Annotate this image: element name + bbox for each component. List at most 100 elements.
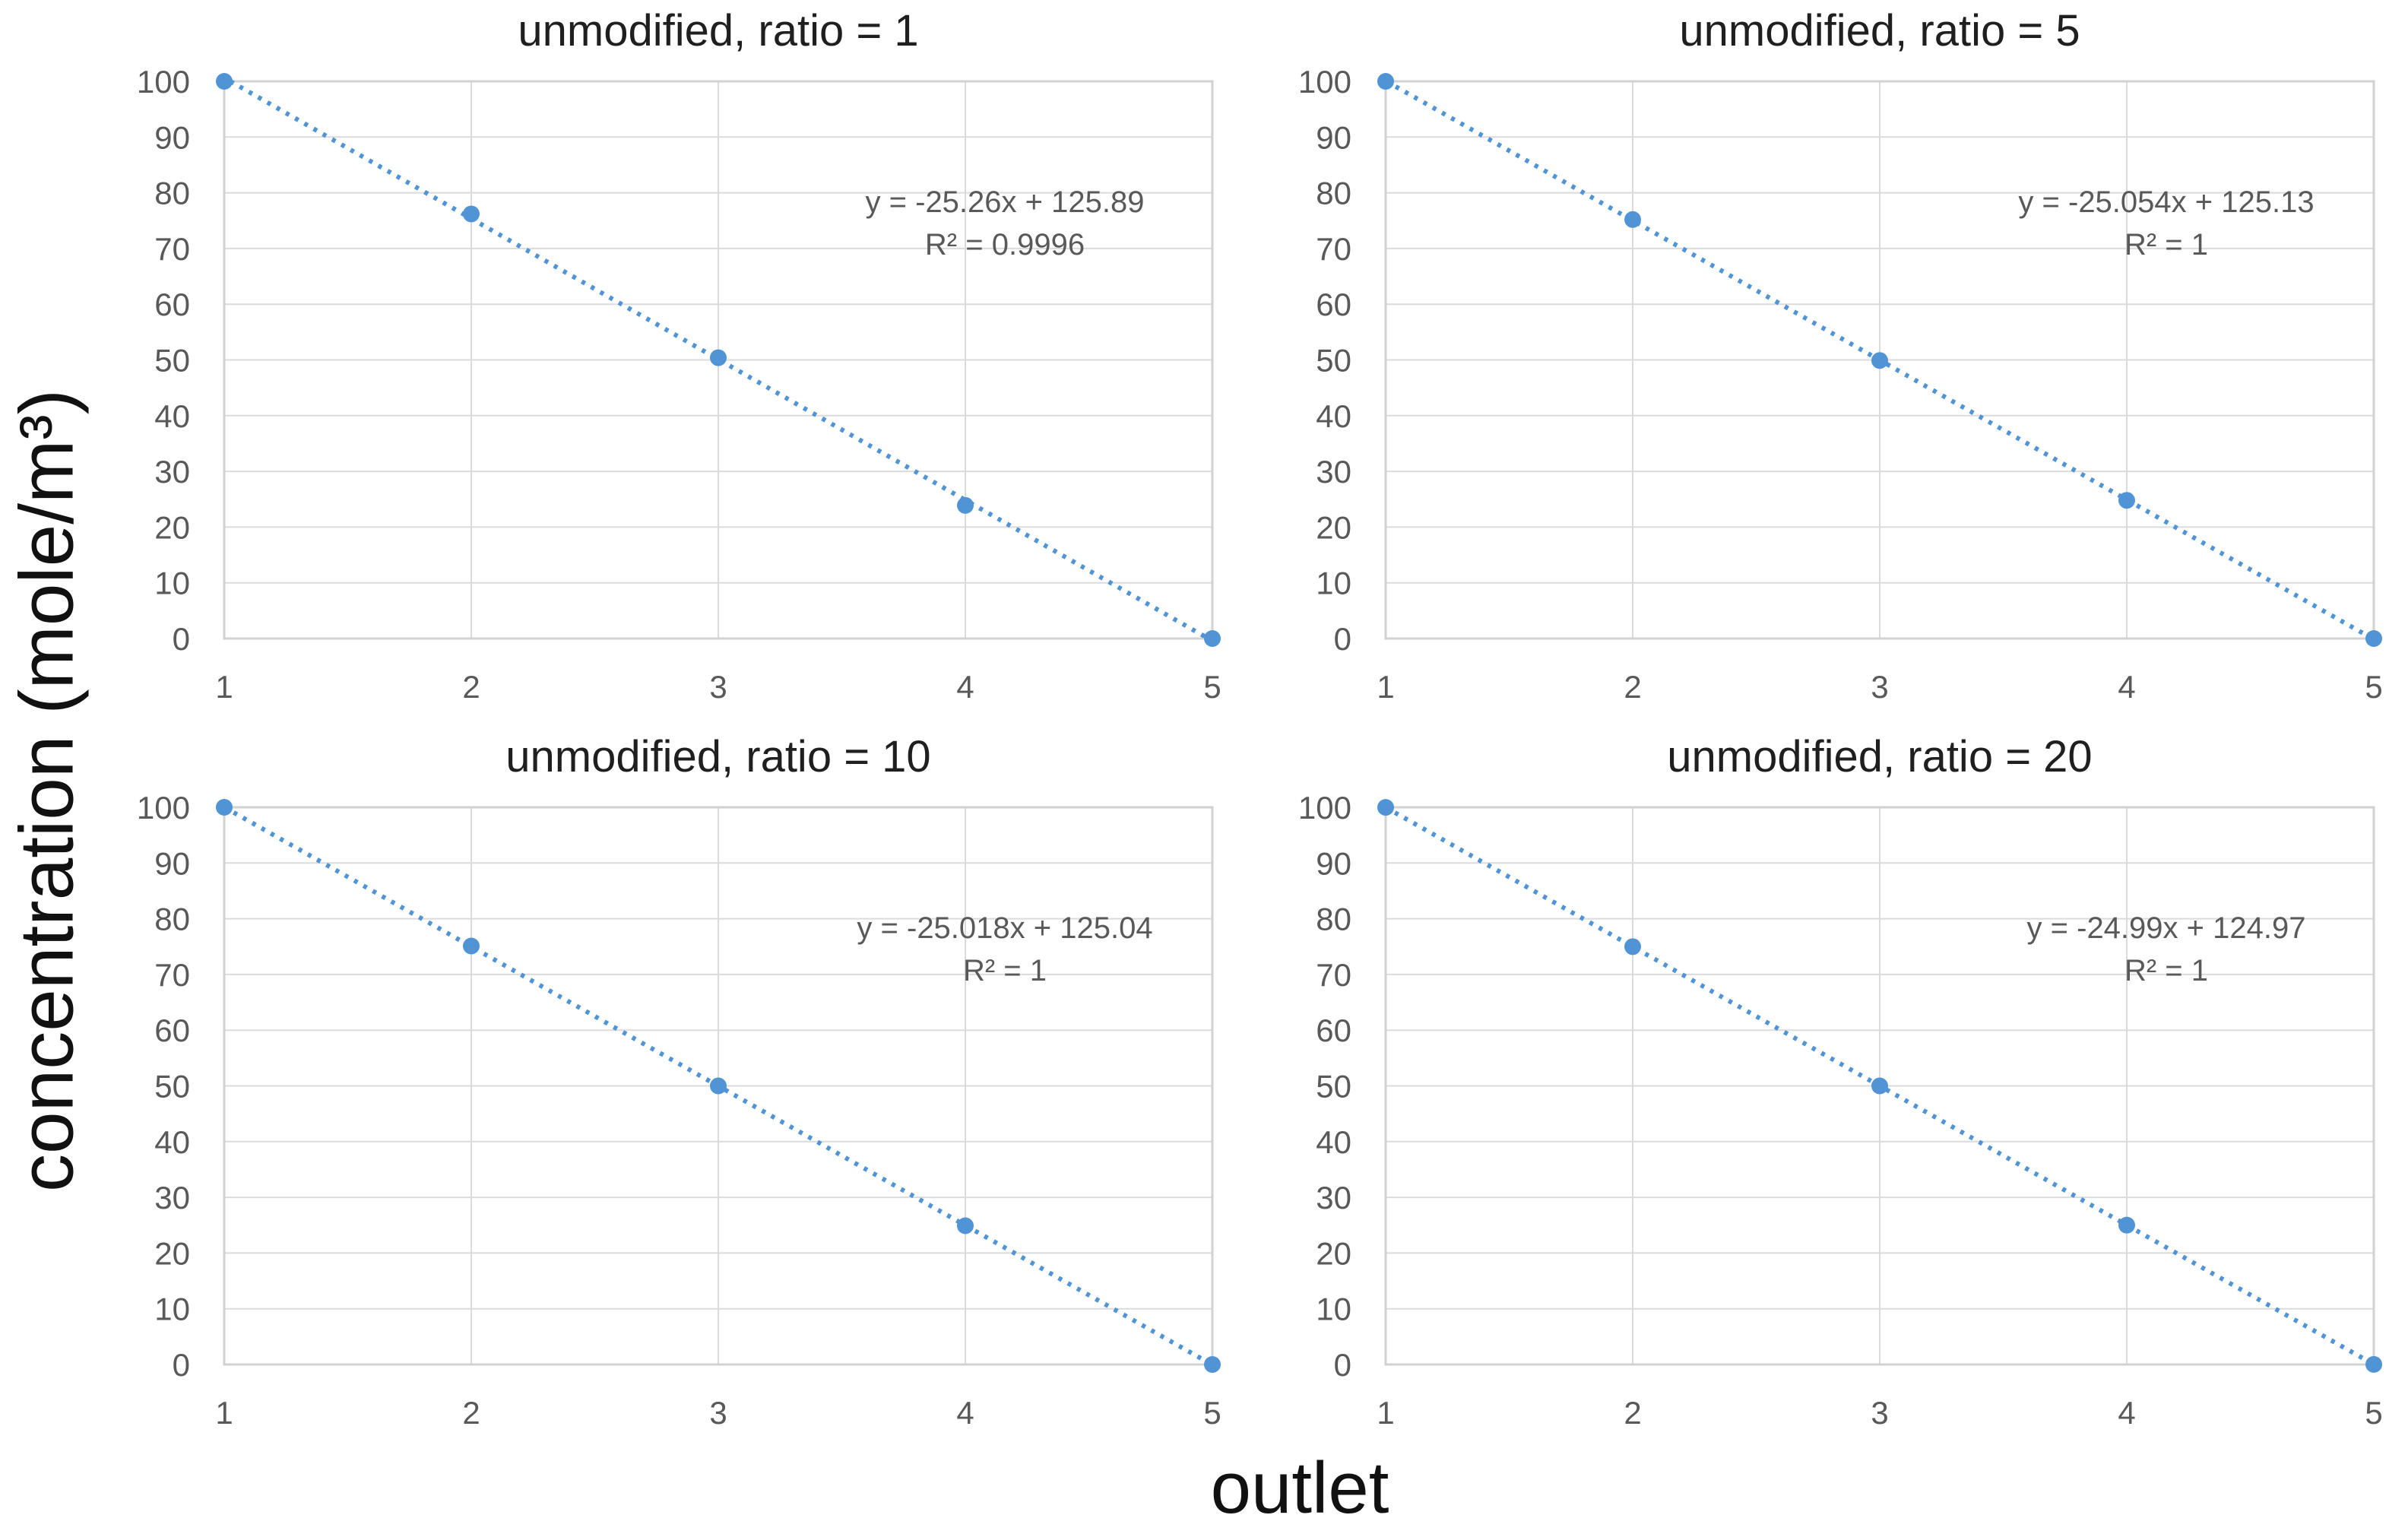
x-tick-label: 5 (1203, 1395, 1221, 1431)
scatter-plot-ratio-5: 0 10 20 30 40 50 60 70 80 90 100 1 2 3 4 5 (1298, 64, 2383, 705)
data-point (1377, 799, 1394, 816)
y-tick-label: 50 (1316, 343, 1351, 379)
trendline (229, 79, 1210, 641)
plot-border (223, 80, 1214, 640)
x-tick-label: 4 (956, 669, 974, 705)
x-tick-label: 4 (2118, 669, 2135, 705)
data-point (216, 799, 233, 816)
data-point (710, 349, 727, 366)
y-tick-label: 100 (137, 790, 190, 826)
y-tick-label: 30 (1316, 454, 1351, 490)
y-tick-label: 40 (1316, 398, 1351, 434)
x-tick-label: 5 (1203, 669, 1221, 705)
x-tick-label: 2 (1624, 669, 1641, 705)
y-tick-label: 20 (1316, 1235, 1351, 1271)
r-squared-value: R² = 0.9996 (924, 228, 1085, 261)
y-tick-label: 30 (154, 454, 190, 490)
data-point (216, 73, 233, 90)
x-tick-label: 1 (215, 669, 233, 705)
plot-border (1384, 806, 2375, 1366)
data-point (2118, 1216, 2135, 1234)
y-tick-label: 50 (1316, 1069, 1351, 1105)
data-point (2365, 630, 2382, 647)
y-tick-label: 60 (154, 287, 190, 322)
y-tick-label: 100 (1298, 64, 1351, 100)
data-point (710, 1077, 727, 1095)
trendline-annotation: y = -25.054x + 125.13 R² = 1 (1938, 181, 2394, 266)
trendline-equation: y = -25.054x + 125.13 (2018, 185, 2315, 219)
data-point (1871, 352, 1888, 369)
chart-title: unmodified, ratio = 20 (1667, 732, 2093, 781)
chart-panel-ratio-10: unmodified, ratio = 10 0 10 20 30 40 50 60 70 80… (114, 726, 1221, 1444)
x-tick-label: 2 (1624, 1395, 1641, 1431)
y-tick-label: 10 (154, 1292, 190, 1327)
x-tick-label: 3 (1871, 1395, 1888, 1431)
data-point (2365, 1355, 2382, 1373)
y-tick-label: 10 (1316, 1292, 1351, 1327)
y-tick-label: 10 (154, 566, 190, 601)
trendline-annotation: y = -25.26x + 125.89 R² = 0.9996 (777, 181, 1233, 266)
y-tick-label: 40 (1316, 1124, 1351, 1160)
plot-border (1384, 80, 2375, 640)
x-tick-label: 5 (2365, 1395, 2382, 1431)
y-tick-label: 0 (173, 621, 190, 657)
data-point (957, 1217, 974, 1234)
data-point (957, 496, 974, 514)
x-tick-label: 1 (1377, 1395, 1394, 1431)
trendline-equation: y = -25.018x + 125.04 (857, 911, 1153, 945)
y-tick-label: 90 (154, 845, 190, 881)
data-point (463, 205, 480, 223)
chart-panel-ratio-20: unmodified, ratio = 20 0 10 20 30 40 50 60 70 80… (1275, 726, 2383, 1444)
y-tick-label: 70 (1316, 957, 1351, 993)
r-squared-value: R² = 1 (2124, 954, 2209, 987)
y-tick-label: 90 (1316, 119, 1351, 155)
y-tick-label: 80 (1316, 902, 1351, 937)
data-point (463, 937, 480, 955)
trendline-annotation: y = -24.99x + 124.97 R² = 1 (1938, 907, 2394, 992)
x-tick-label: 3 (709, 669, 727, 705)
y-tick-label: 60 (154, 1013, 190, 1048)
data-point (1204, 630, 1221, 647)
y-tick-label: 0 (173, 1347, 190, 1383)
y-tick-label: 10 (1316, 566, 1351, 601)
y-tick-label: 50 (154, 1069, 190, 1105)
y-tick-label: 30 (154, 1180, 190, 1215)
y-tick-label: 100 (137, 64, 190, 100)
x-tick-label: 3 (709, 1395, 727, 1431)
y-tick-label: 0 (1334, 1347, 1351, 1383)
y-tick-label: 20 (1316, 509, 1351, 545)
y-tick-label: 90 (154, 119, 190, 155)
plot-border (223, 806, 1214, 1366)
chart-title: unmodified, ratio = 1 (518, 6, 919, 55)
x-tick-label: 2 (462, 669, 480, 705)
y-tick-label: 60 (1316, 1013, 1351, 1048)
data-point (1871, 1077, 1888, 1095)
x-tick-label: 2 (462, 1395, 480, 1431)
chart-title: unmodified, ratio = 10 (505, 732, 931, 781)
trendline-equation: y = -24.99x + 124.97 (2026, 911, 2306, 945)
chart-title: unmodified, ratio = 5 (1679, 6, 2080, 55)
x-tick-label: 1 (1377, 669, 1394, 705)
y-tick-label: 20 (154, 509, 190, 545)
trendline-equation: y = -25.26x + 125.89 (865, 185, 1145, 219)
y-tick-label: 100 (1298, 790, 1351, 826)
y-tick-label: 0 (1334, 621, 1351, 657)
r-squared-value: R² = 1 (962, 954, 1047, 987)
r-squared-value: R² = 1 (2124, 228, 2209, 261)
data-point (2118, 492, 2135, 509)
chart-panel-ratio-1: unmodified, ratio = 1 0 10 20 30 40 50 60 70 80 9… (114, 0, 1221, 718)
x-axis-label: outlet (1210, 1447, 1389, 1529)
x-tick-label: 5 (2365, 669, 2382, 705)
y-tick-label: 70 (154, 231, 190, 267)
y-tick-label: 50 (154, 343, 190, 379)
scatter-plot-ratio-10: 0 10 20 30 40 50 60 70 80 90 100 1 2 3 4 5 (137, 790, 1221, 1431)
trendline-annotation: y = -25.018x + 125.04 R² = 1 (777, 907, 1233, 992)
y-tick-label: 40 (154, 1124, 190, 1160)
data-point (1624, 211, 1641, 228)
x-tick-label: 4 (956, 1395, 974, 1431)
x-tick-label: 3 (1871, 669, 1888, 705)
data-point (1624, 938, 1641, 956)
y-tick-label: 90 (1316, 845, 1351, 881)
y-tick-label: 60 (1316, 287, 1351, 322)
x-tick-label: 4 (2118, 1395, 2135, 1431)
